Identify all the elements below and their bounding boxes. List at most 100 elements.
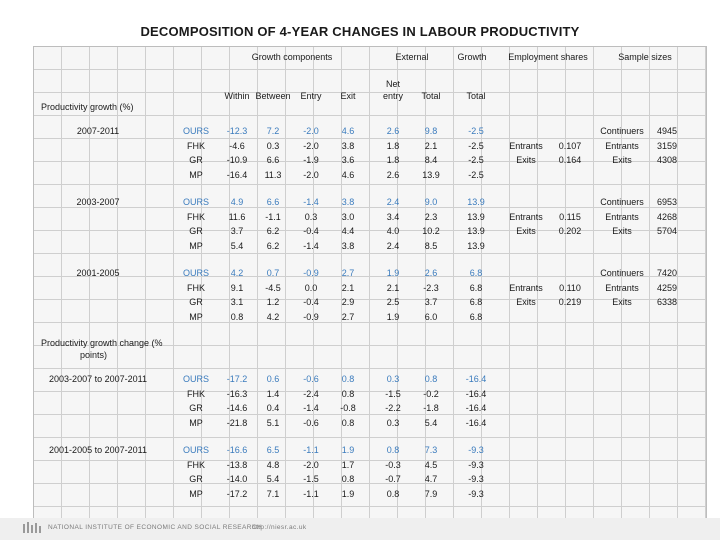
method-label: FHK [187, 140, 205, 151]
sample-label: Exits [612, 226, 632, 236]
value-net: 2.4 [386, 240, 400, 251]
value-exit: 3.0 [341, 211, 355, 222]
value-total: 9.8 [424, 126, 438, 136]
value-growth: -2.5 [468, 140, 484, 151]
value-net: 2.1 [386, 282, 400, 293]
value-exit: 3.6 [341, 155, 355, 165]
value-net: -2.2 [385, 403, 401, 413]
value-exit: 4.6 [341, 169, 355, 180]
value-growth: -2.5 [468, 169, 484, 180]
value-growth: 13.9 [467, 240, 485, 251]
value-between: 5.4 [266, 474, 280, 484]
value-within: -12.3 [226, 126, 248, 136]
value-net: 1.9 [386, 311, 400, 322]
value-growth: -16.4 [465, 403, 487, 413]
value-growth: -16.4 [465, 388, 487, 399]
value-within: -13.8 [226, 459, 248, 470]
period-label: 2003-2007 [76, 197, 120, 207]
value-net: 1.8 [386, 155, 400, 165]
method-label: OURS [182, 268, 210, 278]
value-exit: 2.7 [341, 268, 355, 278]
period-label: 2001-2005 [76, 268, 120, 278]
share-label: Exits [516, 226, 536, 236]
sample-value: 6338 [656, 297, 678, 307]
value-exit: 2.1 [341, 282, 355, 293]
value-within: 5.4 [230, 240, 244, 251]
share-value: 0.164 [558, 155, 582, 165]
value-exit: 2.9 [341, 297, 355, 307]
value-total: 5.4 [424, 417, 438, 428]
sample-label: Continuers [600, 126, 644, 136]
period-label: 2003-2007 to 2007-2011 [49, 374, 147, 384]
value-between: 6.6 [266, 155, 280, 165]
value-growth: 6.8 [469, 297, 483, 307]
value-total: 10.2 [422, 226, 440, 236]
value-within: -17.2 [226, 374, 248, 384]
value-within: -21.8 [226, 417, 248, 428]
value-exit: -0.8 [340, 403, 356, 413]
value-within: 3.1 [230, 297, 244, 307]
table-title: DECOMPOSITION OF 4-YEAR CHANGES IN LABOU… [140, 24, 580, 39]
value-exit: 1.9 [341, 488, 355, 499]
header-entry-2: entry [382, 91, 404, 101]
period-label: 2007-2011 [76, 126, 120, 136]
value-entry: -1.4 [303, 197, 319, 207]
value-between: -4.5 [265, 282, 281, 293]
value-exit: 2.7 [341, 311, 355, 322]
method-label: FHK [187, 282, 205, 293]
header-sample-sizes: Sample sizes [618, 52, 672, 62]
sample-value: 4268 [656, 211, 678, 222]
section-growth-change-1: Productivity growth change (% [41, 338, 163, 348]
value-within: -14.0 [226, 474, 248, 484]
value-within: -16.4 [226, 169, 248, 180]
share-label: Exits [516, 155, 536, 165]
method-label: OURS [182, 126, 210, 136]
method-label: OURS [182, 374, 210, 384]
value-total: 0.8 [424, 374, 438, 384]
sample-label: Entrants [605, 140, 639, 151]
value-entry: 0.0 [304, 282, 318, 293]
share-label: Entrants [509, 211, 543, 222]
value-growth: 6.8 [469, 311, 483, 322]
value-growth: 13.9 [467, 211, 485, 222]
footer-bar [0, 518, 720, 540]
section-productivity-growth: Productivity growth (%) [41, 102, 134, 112]
value-growth: -9.3 [468, 488, 484, 499]
method-label: GR [189, 297, 203, 307]
value-entry: -1.1 [303, 488, 319, 499]
method-label: GR [189, 474, 203, 484]
value-exit: 3.8 [341, 240, 355, 251]
sample-value: 4308 [656, 155, 678, 165]
header-total-growth: Total [466, 91, 486, 101]
value-within: 0.8 [230, 311, 244, 322]
value-net: 0.3 [386, 374, 400, 384]
value-between: 0.3 [266, 140, 280, 151]
value-growth: 6.8 [469, 268, 483, 278]
value-entry: -0.4 [303, 297, 319, 307]
value-entry: -0.6 [303, 417, 319, 428]
share-value: 0.107 [558, 140, 582, 151]
share-value: 0.115 [559, 211, 581, 222]
value-total: -1.8 [423, 403, 439, 413]
value-between: 4.8 [266, 459, 280, 470]
footer-url[interactable]: http://niesr.ac.uk [252, 524, 307, 531]
sample-value: 6953 [656, 197, 678, 207]
share-label: Entrants [509, 282, 543, 293]
method-label: FHK [187, 459, 205, 470]
value-entry: -1.1 [303, 445, 319, 455]
header-total-external: Total [421, 91, 441, 101]
value-within: 11.6 [228, 211, 246, 222]
value-entry: -2.0 [303, 459, 319, 470]
value-exit: 0.8 [341, 474, 355, 484]
value-between: 11.3 [264, 169, 282, 180]
value-entry: -1.5 [303, 474, 319, 484]
value-total: 2.6 [424, 268, 438, 278]
value-total: 13.9 [422, 169, 440, 180]
value-between: 0.4 [266, 403, 280, 413]
value-total: 9.0 [424, 197, 438, 207]
value-within: 4.2 [230, 268, 244, 278]
value-total: 4.5 [424, 459, 438, 470]
sample-label: Continuers [600, 268, 644, 278]
sample-value: 4259 [656, 282, 678, 293]
value-net: -0.7 [385, 474, 401, 484]
